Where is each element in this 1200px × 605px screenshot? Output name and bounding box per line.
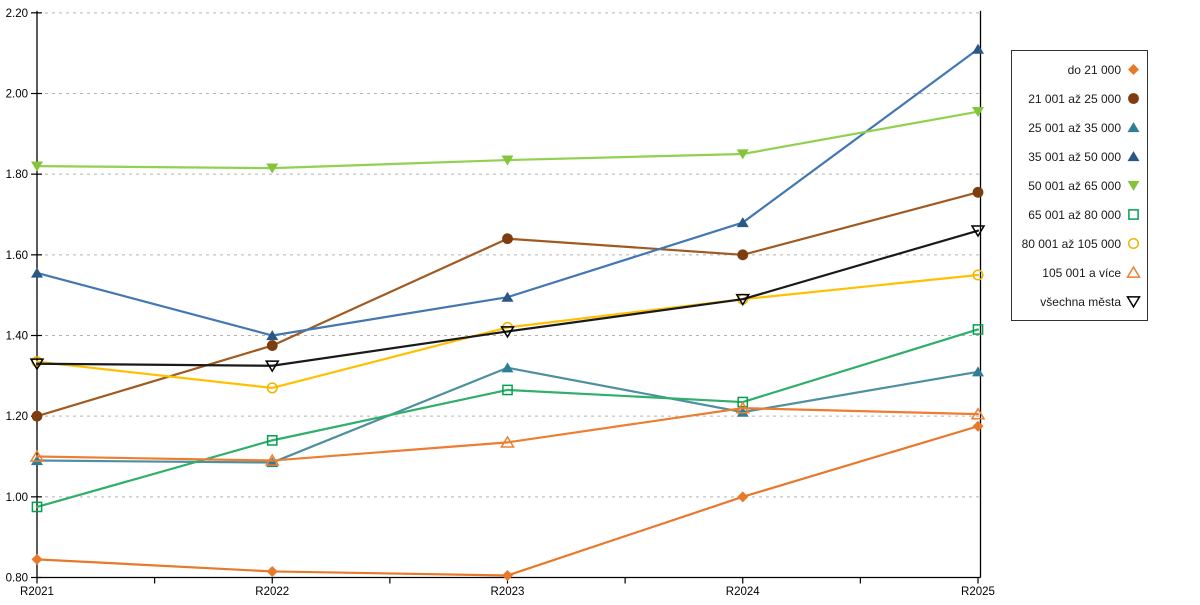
legend-item-label: 50 001 až 65 000 [1028,178,1121,193]
circle-open-icon [1127,237,1140,250]
series-line-7 [35,407,980,462]
data-point-marker [735,401,751,414]
series-markers-8 [29,225,986,373]
series-line-1 [35,191,980,418]
legend: do 21 000 21 001 až 25 000 25 001 až 35 … [1011,50,1148,321]
data-point-marker [736,217,749,228]
data-point-marker [31,161,43,172]
x-axis-label: R2023 [491,586,525,598]
data-point-marker [264,453,280,466]
x-axis-label: R2024 [726,586,760,598]
x-axis-label: R2025 [961,586,995,598]
data-point-marker [266,435,278,446]
y-axis-label: 1.80 [6,169,28,181]
data-point-marker [972,366,984,377]
legend-item: 105 001 a více [1016,259,1141,287]
data-point-marker [29,449,45,462]
data-point-marker [501,362,514,373]
data-point-marker [266,163,279,174]
triangle-up-open-icon [1126,265,1141,278]
y-axis-label: 1.60 [6,250,28,262]
series-markers-1 [31,186,984,422]
data-point-marker [266,382,278,394]
data-point-marker [502,384,513,396]
data-point-marker [736,406,749,417]
legend-item: do 21 000 [1016,56,1141,84]
data-point-marker [972,43,984,54]
data-point-marker [266,565,278,577]
triangle-up-filled-icon [1127,151,1140,162]
legend-item: 35 001 až 50 000 [1016,143,1141,171]
legend-item-label: 80 001 až 105 000 [1021,236,1121,251]
square-open-icon [1128,209,1139,220]
data-point-marker [266,330,279,341]
legend-item-label: 25 001 až 35 000 [1028,120,1121,135]
data-point-marker [970,225,986,238]
diamond-filled-icon [1128,64,1139,75]
circle-filled-icon [1128,93,1139,104]
data-point-marker [735,293,751,307]
series-markers-4 [31,107,984,174]
legend-item: 50 001 až 65 000 [1016,172,1141,200]
legend-item: 65 001 až 80 000 [1016,201,1141,229]
series-markers-3 [31,43,984,341]
y-axis-label: 0.80 [6,573,28,585]
data-point-marker [737,396,749,408]
data-point-marker [972,186,984,198]
data-point-marker [970,407,986,420]
data-point-marker [500,435,515,448]
triangle-down-filled-icon [1127,180,1140,191]
data-point-marker [972,420,984,432]
legend-item: 21 001 až 25 000 [1016,85,1141,113]
data-point-marker [502,569,513,581]
series-markers-5 [31,324,984,513]
data-point-marker [972,324,984,335]
y-axis-label: 1.40 [6,331,28,343]
legend-item: 80 001 až 105 000 [1016,230,1141,258]
data-point-marker [736,149,749,160]
data-point-marker [737,249,749,261]
y-axis-label: 1.20 [6,411,28,423]
data-point-marker [501,155,514,166]
data-point-marker [737,491,749,503]
x-axis-label: R2022 [255,586,289,598]
data-point-marker [972,269,984,281]
legend-item-label: 105 001 a více [1042,265,1121,280]
legend-item: 25 001 až 35 000 [1016,114,1141,142]
legend-item-label: 35 001 až 50 000 [1028,149,1121,164]
series-markers-7 [29,401,986,466]
y-axis-label: 2.00 [6,89,28,101]
data-point-marker [31,455,43,466]
data-point-marker [264,360,280,373]
y-axis-label: 2.20 [6,8,28,20]
legend-item-label: do 21 000 [1067,62,1121,77]
legend-item-label: 21 001 až 25 000 [1028,91,1121,106]
data-point-marker [502,233,513,245]
series-markers-0 [31,420,984,581]
series-line-5 [35,328,980,509]
data-point-marker [972,107,984,118]
data-point-marker [266,340,278,351]
legend-item-label: všechna města [1040,294,1121,309]
data-point-marker [501,291,514,302]
series-markers-2 [31,362,984,468]
y-axis-label: 1.00 [6,492,28,504]
triangle-down-open-icon [1126,296,1141,309]
series-line-0 [35,425,980,577]
data-point-marker [31,410,43,422]
legend-item-label: 65 001 až 80 000 [1028,207,1121,222]
series-line-2 [35,366,980,464]
data-point-marker [31,553,43,565]
data-point-marker [500,326,515,339]
x-axis-label: R2021 [20,586,54,598]
series-line-8 [35,229,980,367]
data-point-marker [29,358,45,371]
data-point-marker [31,501,43,513]
data-point-marker [31,267,43,278]
triangle-up-filled-icon [1127,122,1140,133]
legend-item: všechna města [1016,288,1141,316]
